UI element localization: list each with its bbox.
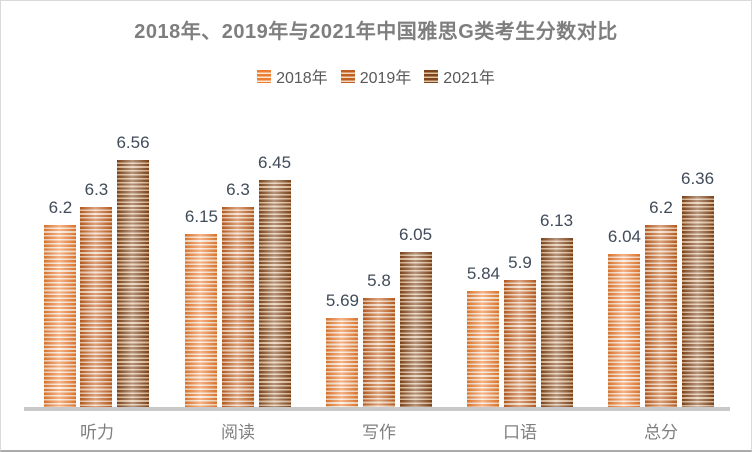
bar-wrap-2019-reading: 6.3 [222,180,254,407]
value-label-2019-reading: 6.3 [226,179,250,199]
category-label-overall: 总分 [644,423,678,442]
x-axis-line [24,407,730,411]
bar-2019-listening [80,206,113,407]
bar-wrap-2018-overall: 6.04 [608,227,641,407]
category-label-writing: 写作 [362,423,396,442]
bar-group-listening: 6.2 6.3 6.56 [44,132,150,407]
bar-2021-speaking [540,237,573,407]
bar-2018-reading [185,234,218,407]
legend-label-2021: 2021年 [443,70,495,87]
value-label-2021-overall: 6.36 [681,168,715,188]
value-label-2018-speaking: 5.84 [466,263,500,283]
bar-wrap-2021-speaking: 6.13 [540,211,573,407]
bar-wrap-2021-writing: 6.05 [399,225,432,407]
legend: 2018年 2019年 2021年 [1,64,751,88]
value-label-2019-listening: 6.3 [84,179,109,199]
bar-group-overall: 6.04 6.2 6.36 [608,169,714,407]
bar-2021-reading [258,179,291,407]
bar-wrap-2021-reading: 6.45 [258,152,292,407]
value-label-2018-writing: 5.69 [325,290,359,310]
bar-group-speaking: 5.84 5.9 6.13 [466,211,573,407]
bar-wrap-2019-writing: 5.8 [363,271,395,407]
bar-wrap-2018-writing: 5.69 [326,291,359,407]
value-label-2021-writing: 6.05 [399,225,433,245]
bar-wrap-2018-reading: 6.15 [185,207,218,407]
legend-swatch-2021 [424,69,439,83]
bar-2018-writing [326,317,359,407]
legend-label-2019: 2019年 [359,70,412,87]
legend-label-2018: 2018年 [276,70,328,87]
bar-wrap-2021-listening: 6.56 [116,132,150,407]
value-label-2019-overall: 6.2 [649,198,673,217]
legend-item-2019: 2019年 [340,64,412,88]
bar-2021-writing [399,252,432,407]
bar-group-reading: 6.15 6.3 6.45 [185,152,292,407]
value-label-2021-speaking: 6.13 [540,210,574,230]
value-label-2021-reading: 6.45 [258,152,292,172]
plot-area: 6.2 6.3 6.56 6.15 6.3 6.45 5.69 5.8 6.05 5.84 5.9 6… [44,1,714,407]
category-label-listening: 听力 [80,423,114,442]
legend-item-2018: 2018年 [257,64,328,88]
bar-wrap-2019-listening: 6.3 [80,179,113,407]
legend-swatch-2019 [340,69,355,83]
bar-group-writing: 5.69 5.8 6.05 [326,225,432,407]
bar-2019-overall [645,225,677,407]
bar-2018-speaking [467,290,500,407]
bar-2019-writing [363,297,395,407]
value-label-2021-listening: 6.56 [116,132,150,152]
category-axis: 听力 阅读 写作 口语 总分 [45,418,713,443]
value-label-2018-listening: 6.2 [48,198,73,217]
value-label-2019-writing: 5.8 [367,270,391,290]
bar-2018-listening [44,225,77,407]
bar-2021-listening [117,159,149,407]
bar-2021-overall [681,195,714,407]
bar-wrap-2019-speaking: 5.9 [504,253,536,407]
category-label-speaking: 口语 [503,423,537,442]
legend-swatch-2018 [257,69,272,83]
bar-wrap-2018-listening: 6.2 [44,198,77,407]
bar-wrap-2018-speaking: 5.84 [466,263,500,407]
bar-2018-overall [608,254,641,407]
value-label-2018-reading: 6.15 [184,207,218,227]
category-label-reading: 阅读 [221,423,255,442]
bar-2019-reading [222,206,254,407]
legend-item-2021: 2021年 [424,64,495,88]
value-label-2018-overall: 6.04 [607,227,641,247]
bar-2019-speaking [504,279,536,407]
chart-title: 2018年、2019年与2021年中国雅思G类考生分数对比 [134,21,618,43]
bar-wrap-2021-overall: 6.36 [681,169,714,407]
bar-wrap-2019-overall: 6.2 [645,198,677,407]
value-label-2019-speaking: 5.9 [508,252,532,272]
